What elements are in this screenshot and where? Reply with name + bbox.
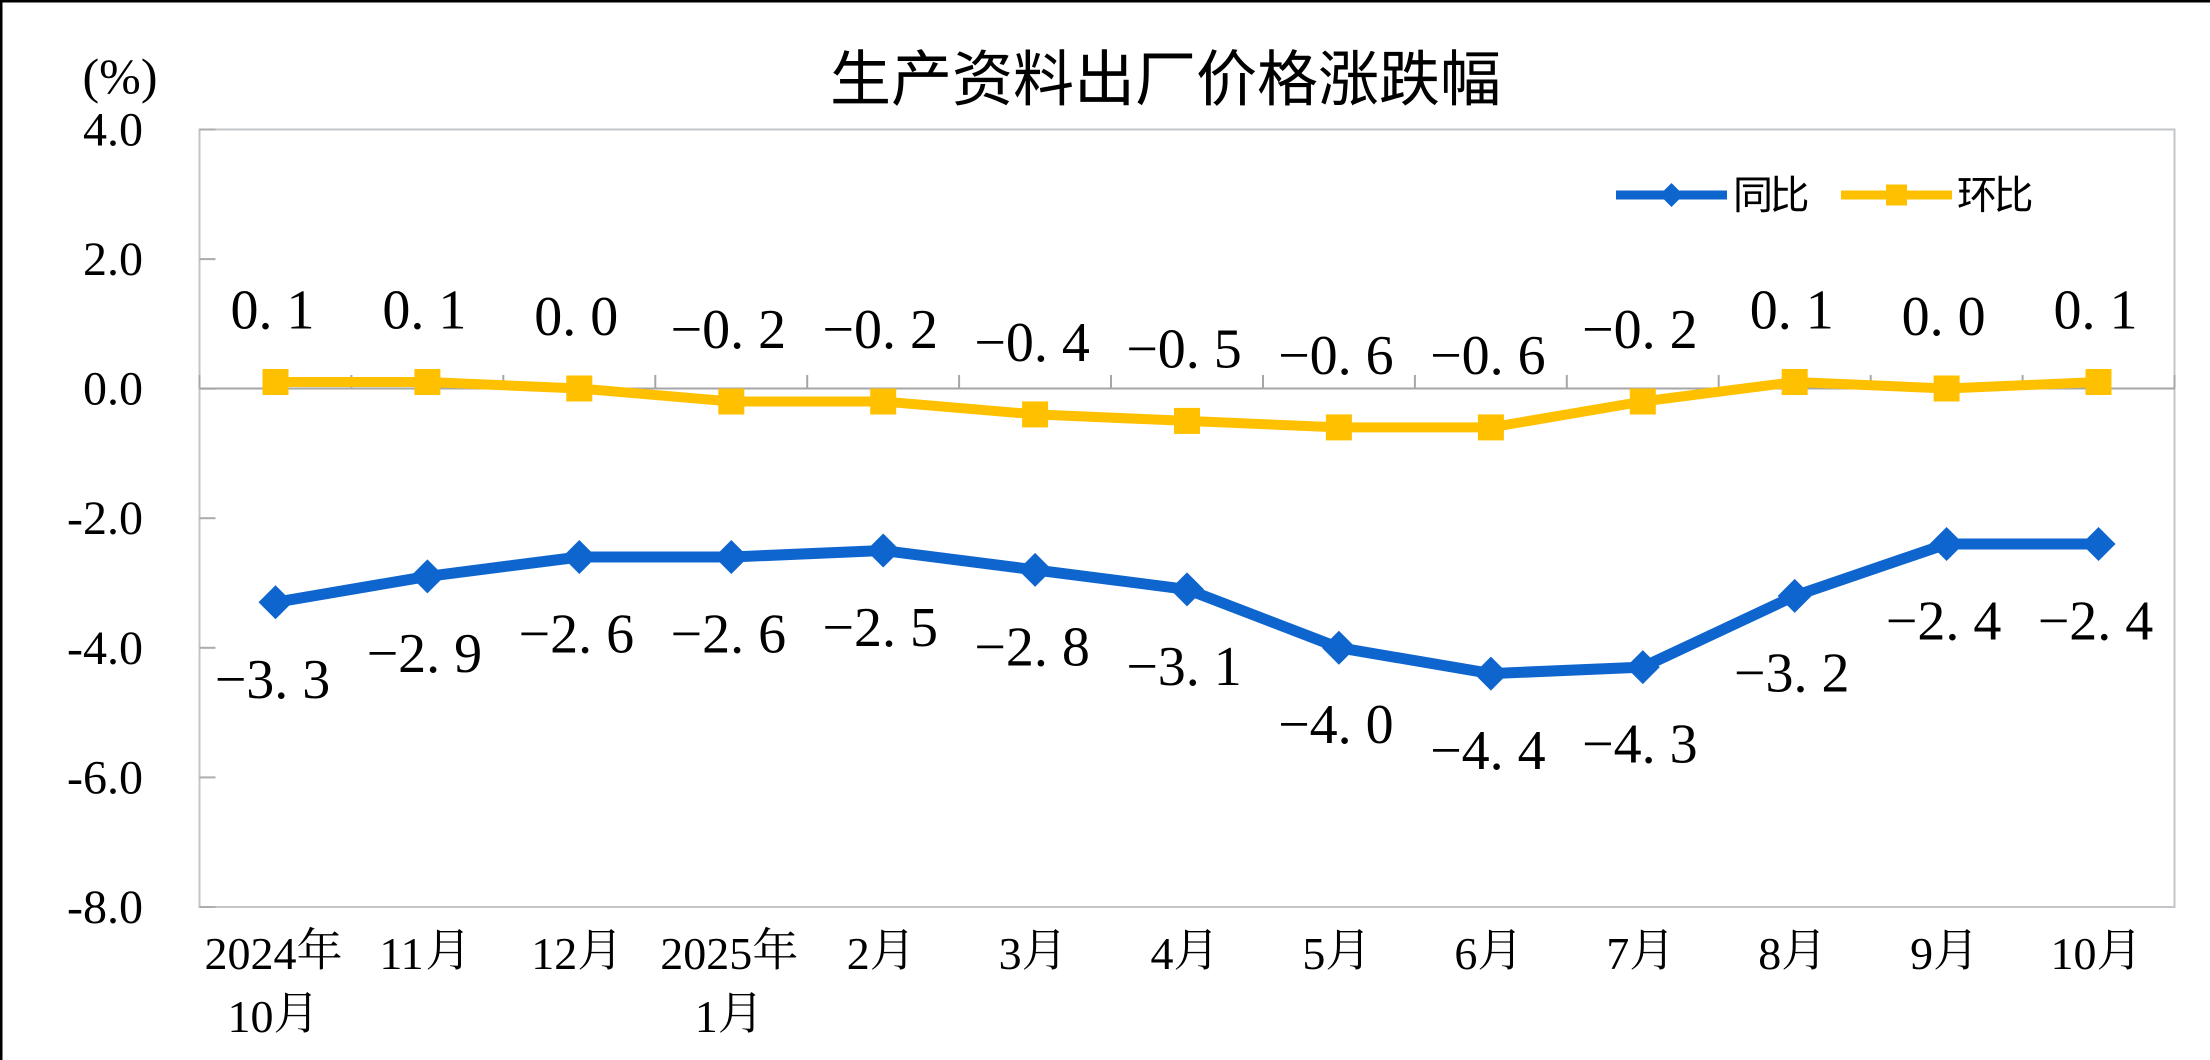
svg-text:−0. 2: −0. 2 — [1582, 299, 1698, 361]
svg-text:−4. 4: −4. 4 — [1430, 720, 1546, 782]
svg-text:4: 4 — [1151, 928, 1174, 979]
svg-text:−4. 0: −4. 0 — [1278, 694, 1394, 756]
svg-text:2.0: 2.0 — [83, 233, 143, 286]
svg-text:3: 3 — [999, 928, 1022, 979]
svg-text:9: 9 — [1910, 928, 1933, 979]
svg-text:10: 10 — [228, 991, 274, 1042]
svg-text:2025: 2025 — [660, 928, 752, 979]
svg-text:(%): (%) — [83, 48, 158, 104]
svg-text:−2. 5: −2. 5 — [822, 597, 938, 659]
svg-text:-4.0: -4.0 — [67, 622, 143, 675]
svg-text:0. 0: 0. 0 — [534, 286, 618, 348]
svg-text:-2.0: -2.0 — [67, 492, 143, 545]
svg-text:−0. 6: −0. 6 — [1278, 325, 1394, 387]
svg-text:0. 1: 0. 1 — [382, 280, 466, 342]
svg-text:−2. 8: −2. 8 — [974, 616, 1090, 678]
svg-text:2: 2 — [847, 928, 870, 979]
svg-text:6: 6 — [1454, 928, 1477, 979]
svg-text:5: 5 — [1302, 928, 1325, 979]
svg-text:−0. 2: −0. 2 — [671, 299, 787, 361]
svg-text:11: 11 — [379, 928, 423, 979]
svg-text:−0. 4: −0. 4 — [974, 312, 1090, 374]
svg-text:1: 1 — [695, 991, 718, 1042]
svg-text:0. 1: 0. 1 — [231, 280, 315, 342]
svg-text:-8.0: -8.0 — [67, 881, 143, 934]
svg-text:−2. 6: −2. 6 — [671, 604, 787, 666]
svg-text:7: 7 — [1606, 928, 1629, 979]
svg-text:−2. 9: −2. 9 — [367, 623, 483, 685]
svg-text:0. 1: 0. 1 — [1750, 280, 1834, 342]
svg-text:−0. 2: −0. 2 — [822, 299, 938, 361]
svg-text:−4. 3: −4. 3 — [1582, 714, 1698, 776]
svg-text:10: 10 — [2051, 928, 2097, 979]
svg-text:−2. 4: −2. 4 — [1886, 591, 2002, 653]
svg-text:-6.0: -6.0 — [67, 751, 143, 804]
svg-text:0. 1: 0. 1 — [2054, 280, 2138, 342]
svg-text:−3. 3: −3. 3 — [215, 649, 331, 711]
svg-text:0.0: 0.0 — [83, 363, 143, 416]
svg-text:4.0: 4.0 — [83, 104, 143, 157]
svg-text:−2. 4: −2. 4 — [2038, 591, 2154, 653]
svg-text:−2. 6: −2. 6 — [519, 604, 635, 666]
svg-text:−0. 6: −0. 6 — [1430, 325, 1546, 387]
svg-text:0. 0: 0. 0 — [1902, 286, 1986, 348]
svg-text:8: 8 — [1758, 928, 1781, 979]
svg-text:−3. 2: −3. 2 — [1734, 642, 1850, 704]
svg-text:2024: 2024 — [205, 928, 297, 979]
svg-text:−3. 1: −3. 1 — [1126, 636, 1242, 698]
svg-text:12: 12 — [531, 928, 577, 979]
svg-text:−0. 5: −0. 5 — [1126, 318, 1242, 380]
